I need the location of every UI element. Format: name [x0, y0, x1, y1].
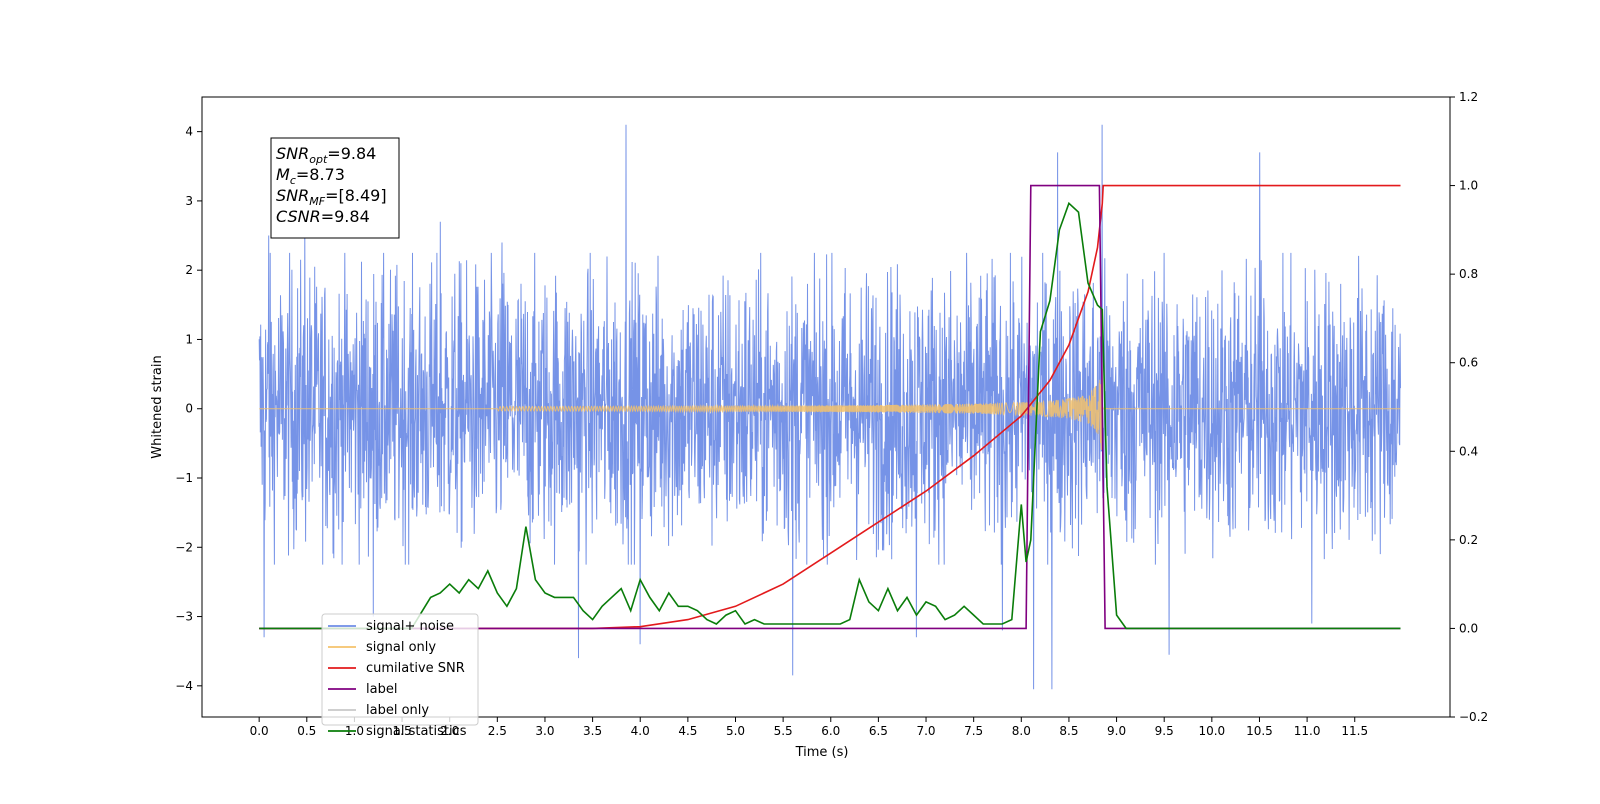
series-signal-only-line [259, 362, 1401, 450]
y-tick-label: −3 [175, 610, 193, 624]
legend-label: label [366, 682, 397, 697]
y2-tick-label: 0.8 [1459, 267, 1478, 281]
y-tick-label: −1 [175, 471, 193, 485]
annotation-subscript: MF [309, 195, 325, 208]
y-tick-label: 0 [185, 402, 193, 416]
y2-tick-label: 1.0 [1459, 179, 1478, 193]
legend-label: signal statistics [366, 724, 467, 739]
annotation-subscript: opt [309, 153, 328, 166]
x-tick-label: 3.0 [535, 724, 554, 738]
annotation-symbol: SNR [276, 144, 309, 163]
x-tick-label: 8.5 [1059, 724, 1078, 738]
plot-frame [201, 96, 1451, 718]
annotation-frame [270, 137, 400, 239]
x-tick-label: 0.5 [297, 724, 316, 738]
x-tick-label: 0.0 [250, 724, 269, 738]
series-signal-statistics-line [259, 201, 1401, 630]
y-tick-label: 4 [185, 125, 193, 139]
legend-frame [321, 613, 479, 726]
x-tick-label: 7.5 [964, 724, 983, 738]
y-tick-label: 1 [185, 332, 193, 346]
y-axis-right: −0.2 0.0 0.2 0.4 0.6 0.8 1.0 1.2 [1450, 90, 1488, 724]
annotation-line: SNRMF=[8.49] [276, 186, 387, 208]
annotation-value: =[8.49] [325, 186, 387, 205]
x-tick-label: 5.5 [774, 724, 793, 738]
y2-tick-label: 0.0 [1459, 621, 1478, 635]
annotation-symbol: SNR [276, 186, 309, 205]
x-tick-label: 6.5 [869, 724, 888, 738]
annotation-line: SNRopt=9.84 [276, 144, 376, 166]
x-tick-label: 6.0 [821, 724, 840, 738]
annotation-line: CSNR=9.84 [276, 207, 370, 226]
x-tick-label: 10.5 [1246, 724, 1273, 738]
annotation-subscript: c [290, 174, 296, 187]
annotation-symbol: CSNR [276, 207, 321, 226]
y2-tick-label: −0.2 [1459, 710, 1488, 724]
x-tick-label: 8.0 [1012, 724, 1031, 738]
x-axis: 0.0 0.5 1.0 1.5 2.0 2.5 3.0 3.5 4.0 4.5 5.0 5.5 6.0 6… [250, 717, 1368, 738]
legend-label: label only [366, 703, 429, 718]
annotation-value: =8.73 [296, 165, 345, 184]
series-signal-noise-line [258, 124, 1401, 690]
y-tick-label: −2 [175, 540, 193, 554]
x-tick-label: 9.5 [1155, 724, 1174, 738]
y-axis-label: Whitened strain [150, 355, 165, 458]
x-tick-label: 4.5 [678, 724, 697, 738]
y2-tick-label: 1.2 [1459, 90, 1478, 104]
y2-tick-label: 0.2 [1459, 533, 1478, 547]
x-tick-label: 11.0 [1294, 724, 1321, 738]
annotation-value: =9.84 [327, 144, 376, 163]
y-tick-label: 3 [185, 194, 193, 208]
legend: signal+ noise signal only cumilative SNR la… [321, 613, 479, 739]
x-tick-label: 2.5 [488, 724, 507, 738]
x-tick-label: 4.0 [631, 724, 650, 738]
series-layer [258, 124, 1401, 690]
annotation-line: Mc=8.73 [276, 165, 345, 187]
x-tick-label: 3.5 [583, 724, 602, 738]
y-tick-label: 2 [185, 263, 193, 277]
x-tick-label: 5.0 [726, 724, 745, 738]
annotation-symbol: M [276, 165, 290, 184]
x-tick-label: 2.0 [440, 724, 459, 738]
series-cumulative-snr-line [259, 184, 1401, 630]
legend-label: cumilative SNR [366, 661, 465, 676]
x-tick-label: 9.0 [1107, 724, 1126, 738]
legend-label: signal only [366, 640, 436, 655]
y-tick-label: −4 [175, 679, 193, 693]
x-tick-label: 7.0 [916, 724, 935, 738]
x-tick-label: 10.0 [1198, 724, 1225, 738]
y-axis-left: −4 −3 −2 −1 0 1 2 3 4 [175, 125, 202, 693]
x-tick-label: 11.5 [1341, 724, 1368, 738]
y2-tick-label: 0.4 [1459, 444, 1478, 458]
annotation-value: =9.84 [321, 207, 370, 226]
legend-label: signal+ noise [366, 619, 454, 634]
x-axis-label: Time (s) [795, 745, 849, 760]
y2-tick-label: 0.6 [1459, 356, 1478, 370]
x-tick-label: 1.5 [393, 724, 412, 738]
